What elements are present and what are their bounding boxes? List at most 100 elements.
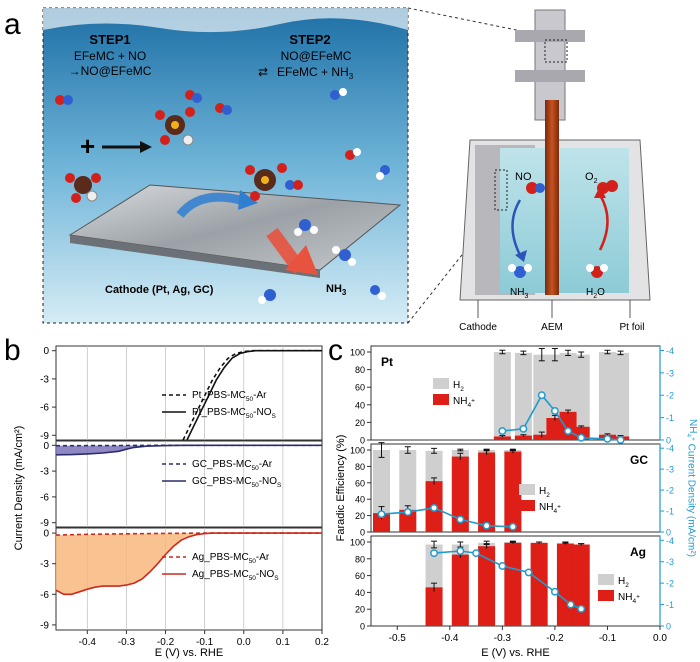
x-tick-label: 0.2 xyxy=(315,637,329,648)
legend-swatch-h2 xyxy=(598,574,614,585)
current-point xyxy=(456,547,465,555)
cell-h2o-label: H2O xyxy=(586,287,605,300)
nh4-bar xyxy=(556,543,574,626)
y2-tick-label: -4 xyxy=(666,346,674,356)
y2-axis-label: NH4+ Current Density (mA/cm²) xyxy=(685,419,698,557)
cell-nh3-label: NH3 xyxy=(510,287,528,300)
y-tick-label: 80 xyxy=(355,554,365,564)
nh4-bar xyxy=(399,509,417,532)
nh4-bar xyxy=(572,544,590,626)
current-point xyxy=(519,424,528,433)
chart-c: 0204060801000-1-2-3-4PtH2NH4+02040608010… xyxy=(335,345,698,659)
no-to-nh3-arrow-icon xyxy=(511,199,522,256)
legend-swatch-h2 xyxy=(433,378,449,389)
y-tick-label: -3 xyxy=(40,559,49,570)
y-tick-label: -9 xyxy=(40,620,49,631)
x-tick-label: -0.4 xyxy=(441,633,459,644)
h2-bar xyxy=(514,352,532,440)
y-axis-label: Current Density (mA/cm²) xyxy=(13,426,25,551)
y-tick-label: 0 xyxy=(43,441,49,452)
red-arrowhead-icon xyxy=(285,245,318,275)
x-tick-label: -0.2 xyxy=(546,633,564,644)
y-tick-label: 100 xyxy=(350,538,365,548)
y-tick-label: 100 xyxy=(350,446,365,456)
series-line-GC_PBS-MC50-NOS xyxy=(55,444,322,456)
panel-a-label: a xyxy=(4,8,21,41)
y-tick-label: 0 xyxy=(360,622,365,632)
legend-label: Ag_PBS-MC50-NOS xyxy=(192,569,279,582)
y-tick-label: 40 xyxy=(355,588,365,598)
nh4-bar xyxy=(530,542,548,626)
y-tick-label: -6 xyxy=(40,590,49,601)
step1-line1: EFeMC + NO xyxy=(74,49,146,63)
no-efemc-molecule xyxy=(245,163,303,201)
x-axis-label: E (V) vs. RHE xyxy=(155,647,223,659)
legend-label-h2: H2 xyxy=(539,486,550,499)
y2-tick-label: 0 xyxy=(666,436,671,446)
nh4-bar xyxy=(504,451,522,532)
y-tick-label: 0 xyxy=(360,436,365,446)
step2-line2: EFeMC + NH3 xyxy=(277,65,354,81)
current-point xyxy=(603,434,612,443)
current-point xyxy=(377,510,386,519)
blue-arrowhead-icon xyxy=(238,190,258,210)
current-point xyxy=(430,549,439,558)
x-tick-label: -0.3 xyxy=(118,637,136,648)
nh4-bar xyxy=(451,554,469,626)
cell-no-label: NO xyxy=(515,171,532,183)
series-line-Pt_PBS-MC50-Ar xyxy=(182,349,322,441)
y2-tick-label: 0 xyxy=(666,622,671,632)
electrochemical-cell: NO O2 NH3 H2O Cathode AEM Pt foil xyxy=(459,9,651,333)
nh4-bar xyxy=(546,418,564,440)
h2o-to-o2-arrow-icon xyxy=(598,194,609,251)
cathode-plate-edge xyxy=(70,235,320,278)
plus-icon: + xyxy=(80,131,95,161)
cell-top-bar xyxy=(515,30,585,42)
current-point xyxy=(550,587,559,596)
x-tick-label: -0.1 xyxy=(196,637,214,648)
cell-aem-label: AEM xyxy=(541,322,563,333)
water-surface xyxy=(43,8,408,33)
x-tick-label: -0.4 xyxy=(79,637,97,648)
nh4-bar xyxy=(425,587,443,626)
y-tick-label: 80 xyxy=(355,365,365,375)
current-point xyxy=(482,521,491,530)
current-point xyxy=(537,391,546,400)
y-tick-label: 0 xyxy=(360,528,365,538)
y-tick-label: 60 xyxy=(355,383,365,393)
x-tick-label: -0.5 xyxy=(389,633,407,644)
nh4-bar xyxy=(572,426,590,440)
y2-tick-label: -3 xyxy=(666,368,674,378)
step2-title: STEP2 xyxy=(289,32,330,47)
nh4-bar xyxy=(478,452,496,532)
y-tick-label: 60 xyxy=(355,571,365,581)
x-tick-label: -0.1 xyxy=(599,633,617,644)
cell-cathode-label: Cathode xyxy=(459,322,497,333)
h2-bar xyxy=(373,450,391,532)
subplot-name-gc: GC xyxy=(630,453,648,467)
legend-label-nh4: NH4+ xyxy=(539,502,561,515)
current-point xyxy=(524,568,533,577)
y-tick-label: -9 xyxy=(40,431,49,442)
x-axis-label: E (V) vs. RHE xyxy=(481,647,549,659)
series-line-Ag_PBS-MC50-NOS xyxy=(55,532,322,596)
current-point xyxy=(508,522,517,531)
legend-label: Pt_PBS-MC50-NOS xyxy=(192,407,276,420)
nh4-bar xyxy=(493,436,511,440)
nh4-bar xyxy=(478,546,496,626)
y2-tick-label: -2 xyxy=(666,486,674,496)
legend-swatch-h2 xyxy=(519,484,535,495)
y2-tick-label: -3 xyxy=(666,465,674,475)
y2-tick-label: -1 xyxy=(666,600,674,610)
current-point xyxy=(498,562,507,570)
cell-zoom-box xyxy=(544,39,568,63)
small-molecules xyxy=(55,88,390,304)
series-line-Pt_PBS-MC50-NOS xyxy=(186,349,322,441)
step1-title: STEP1 xyxy=(89,32,130,47)
current-point xyxy=(498,427,507,435)
current-point xyxy=(577,433,586,442)
y-tick-label: -6 xyxy=(40,403,49,414)
x-tick-label: -0.3 xyxy=(494,633,512,644)
y2-tick-label: -1 xyxy=(666,413,674,423)
y-tick-label: 40 xyxy=(355,495,365,505)
